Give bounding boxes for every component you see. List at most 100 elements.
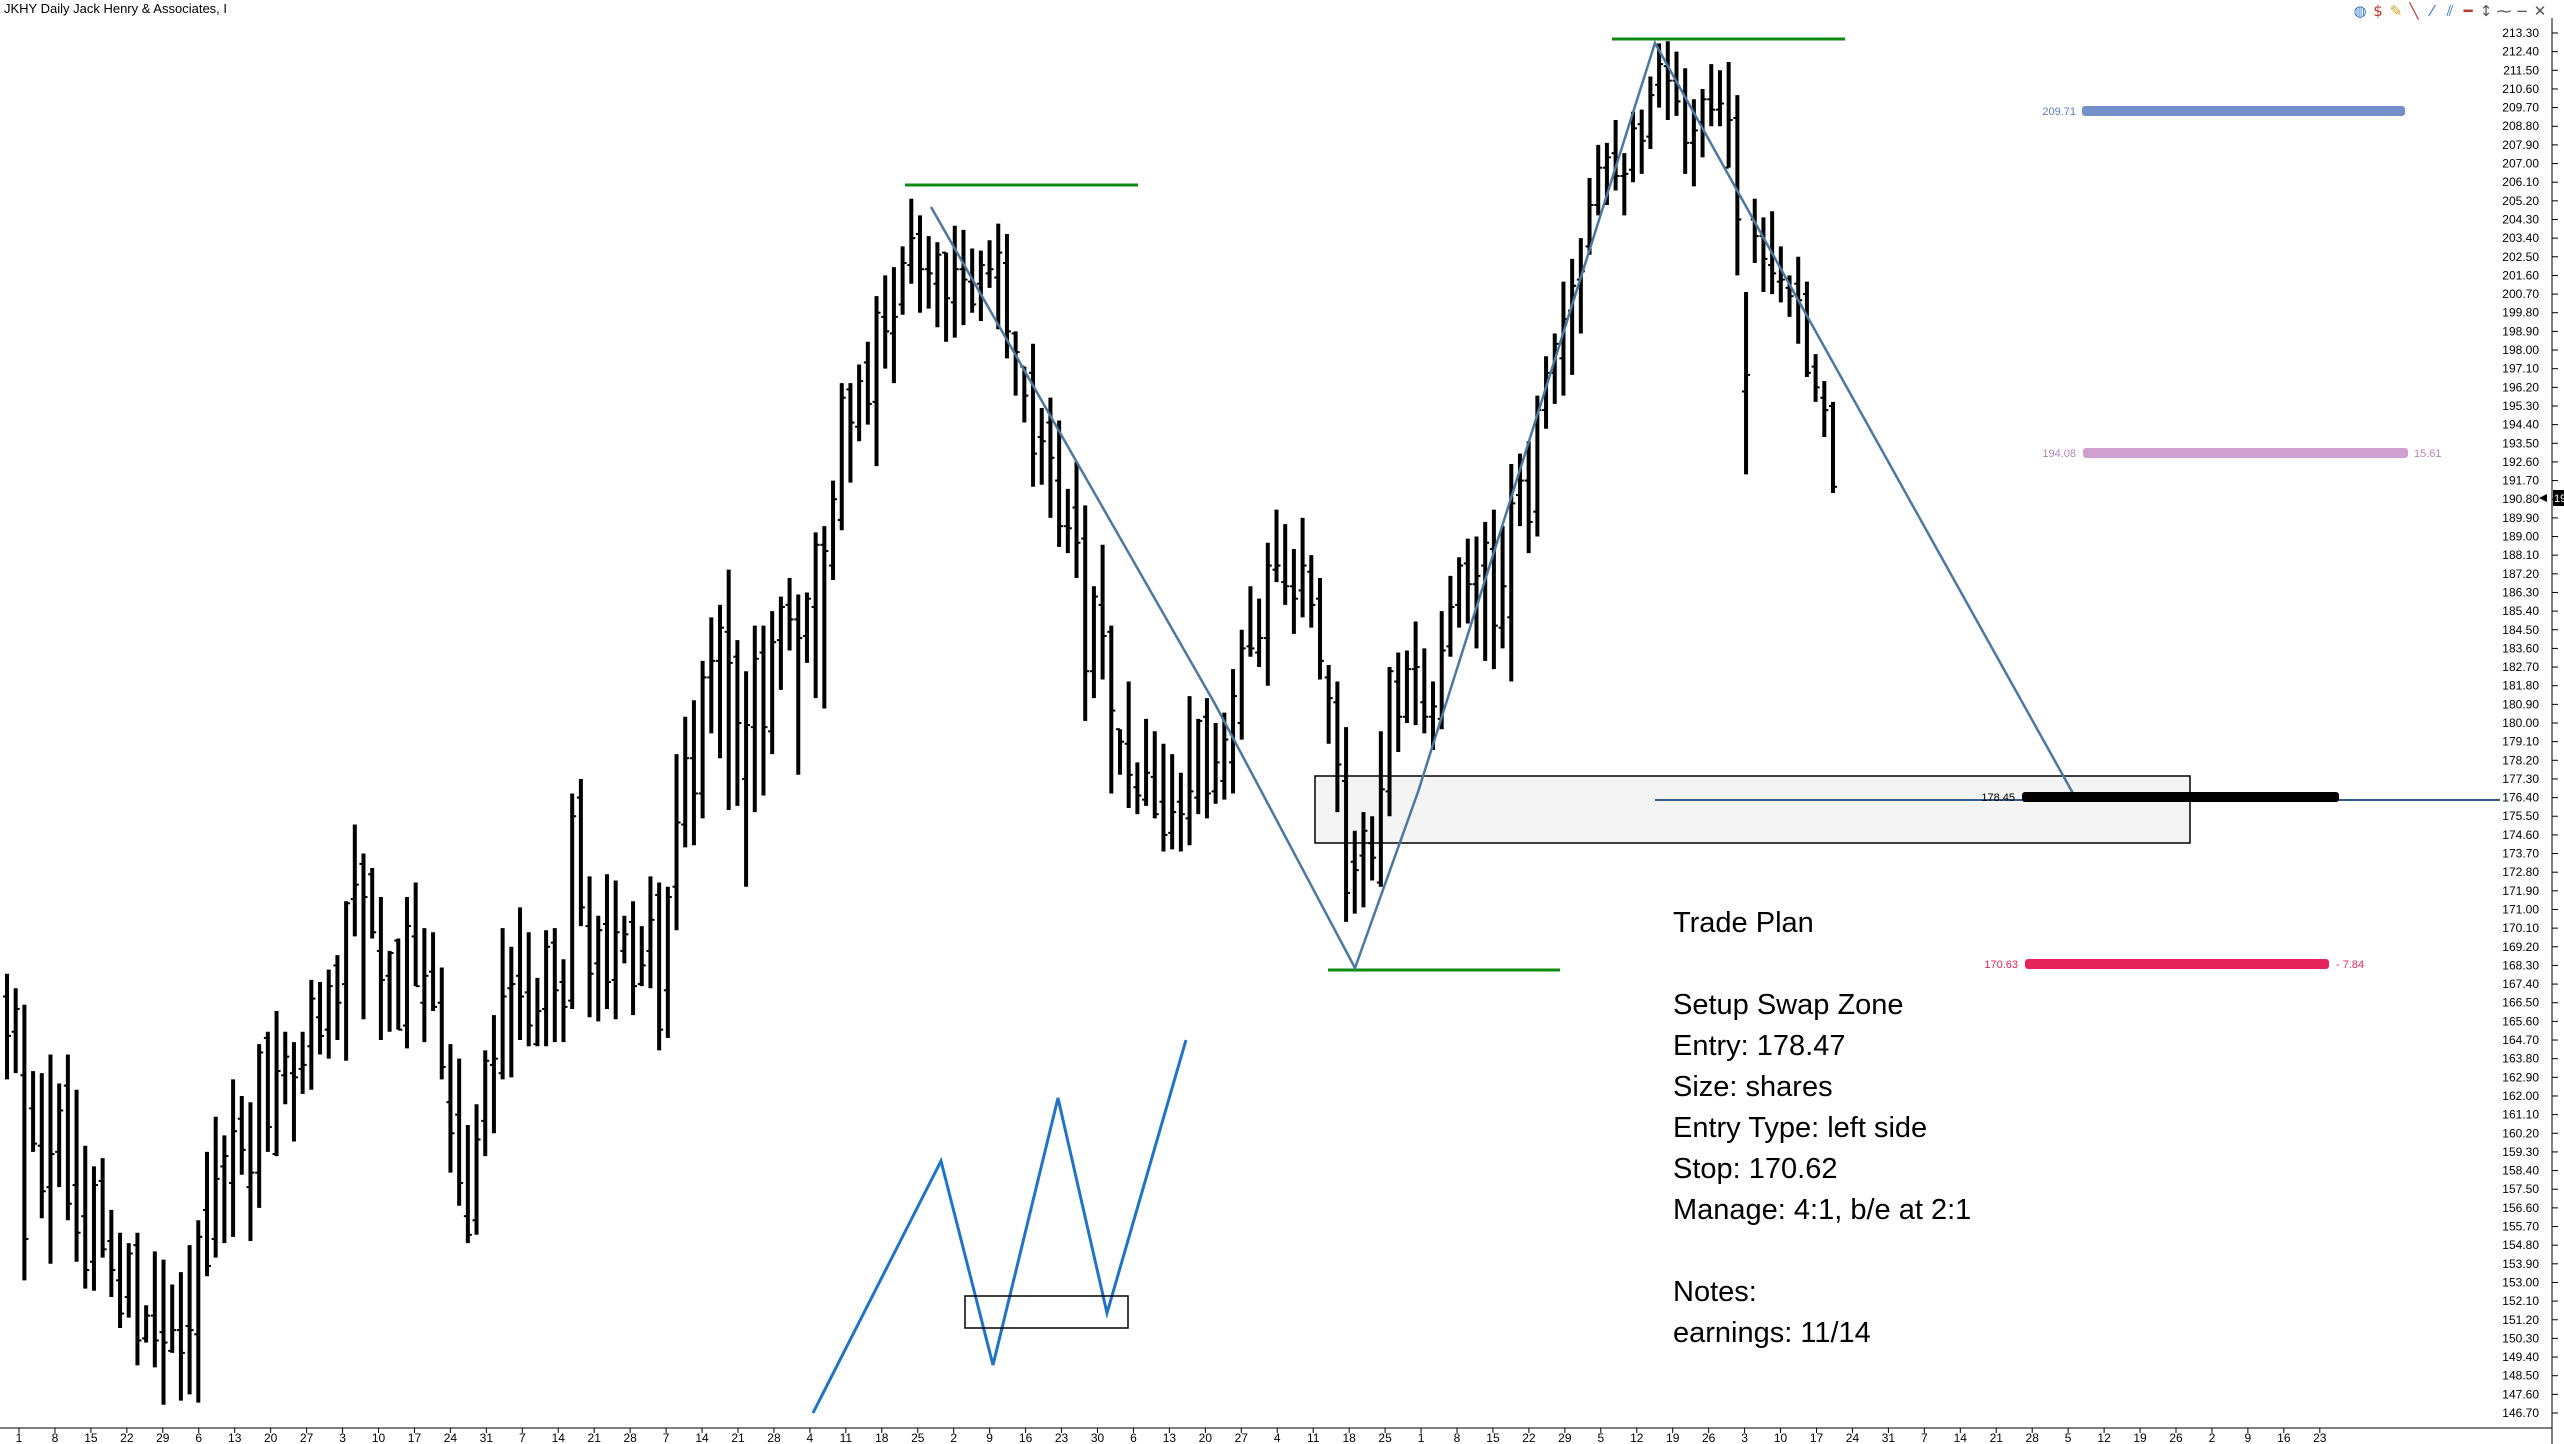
x-day-label: 12 xyxy=(2097,1431,2111,1444)
fib-icon[interactable]: ⁄ xyxy=(2428,2,2437,20)
chart-title: JKHY Daily Jack Henry & Associates, I xyxy=(4,1,227,16)
ohlc-bar xyxy=(898,246,907,315)
ohlc-bar xyxy=(681,716,690,848)
y-tick-label: 186.30 xyxy=(2502,585,2539,599)
ohlc-bar xyxy=(950,225,959,338)
y-tick-label: 181.80 xyxy=(2502,679,2539,693)
entry-price-label: 178.45 xyxy=(1981,792,2015,804)
x-day-label: 25 xyxy=(911,1431,925,1444)
x-day-label: 28 xyxy=(2026,1431,2040,1444)
minus-icon[interactable]: − xyxy=(2516,2,2529,20)
y-tick-label: 183.60 xyxy=(2502,641,2539,655)
stop-band[interactable] xyxy=(2025,959,2329,969)
ohlc-bar xyxy=(1063,488,1072,554)
ohlc-bar xyxy=(863,341,872,425)
y-tick-label: 173.70 xyxy=(2502,847,2539,861)
x-day-label: 2 xyxy=(950,1431,957,1444)
ohlc-bar xyxy=(759,625,768,796)
target-band[interactable] xyxy=(2082,106,2405,116)
x-day-label: 11 xyxy=(840,1431,853,1444)
ohlc-bar xyxy=(1298,517,1307,618)
x-day-label: 9 xyxy=(2245,1431,2252,1444)
last-price-label: 192.15 xyxy=(2554,493,2564,505)
x-day-label: 27 xyxy=(300,1431,314,1444)
ohlc-bar xyxy=(1098,544,1107,680)
ohlc-bar xyxy=(994,223,1003,330)
y-tick-label: 166.50 xyxy=(2502,996,2539,1010)
ohlc-bar xyxy=(1089,586,1098,699)
ohlc-bar xyxy=(1115,728,1124,775)
w-pattern-sketch[interactable] xyxy=(811,1039,1188,1414)
ohlc-bar xyxy=(1142,718,1151,806)
ohlc-bar xyxy=(976,250,985,322)
ohlc-bar xyxy=(733,640,742,806)
ohlc-bar xyxy=(1368,816,1377,881)
swap-zone-box[interactable] xyxy=(1314,775,2191,844)
channel-icon[interactable]: ⫽ xyxy=(2446,2,2454,20)
ohlc-bar xyxy=(63,1054,72,1221)
ohlc-bar xyxy=(1272,509,1281,583)
ohlc-bar xyxy=(1159,743,1168,852)
y-tick-label: 211.50 xyxy=(2503,63,2539,77)
ohlc-bar xyxy=(168,1284,177,1353)
x-day-label: 4 xyxy=(1274,1431,1281,1444)
x-day-label: 20 xyxy=(1199,1431,1213,1444)
y-tick-label: 180.90 xyxy=(2502,697,2539,711)
ohlc-bar xyxy=(316,982,325,1055)
x-day-label: 8 xyxy=(52,1431,59,1444)
y-tick-label: 162.90 xyxy=(2502,1070,2539,1084)
ohlc-bar xyxy=(689,700,698,846)
y-tick-label: 180.00 xyxy=(2502,716,2539,730)
x-day-label: 13 xyxy=(1163,1431,1177,1444)
ohlc-bar xyxy=(1124,681,1133,808)
pencil-icon[interactable]: ✎ xyxy=(2390,2,2403,20)
close-icon[interactable]: ✕ xyxy=(2534,2,2547,20)
ohlc-bar xyxy=(576,778,585,927)
ohlc-bar xyxy=(289,1042,298,1142)
y-tick-label: 160.20 xyxy=(2502,1126,2539,1140)
ohlc-bar xyxy=(1220,712,1229,800)
y-tick-label: 177.30 xyxy=(2502,772,2539,786)
mid-band[interactable] xyxy=(2083,448,2408,458)
zigzag-trendline[interactable] xyxy=(929,39,2077,972)
ohlc-bar xyxy=(1611,120,1620,191)
ohlc-bar xyxy=(1498,526,1507,649)
y-tick-label: 159.30 xyxy=(2502,1145,2539,1159)
ohlc-bar xyxy=(1229,669,1238,794)
y-tick-label: 172.80 xyxy=(2502,865,2539,879)
ohlc-bar xyxy=(481,1050,490,1157)
ohlc-bar xyxy=(550,928,559,1043)
hline-icon[interactable]: ━ xyxy=(2462,2,2473,20)
ohlc-bar xyxy=(1629,111,1638,183)
x-day-label: 18 xyxy=(1342,1431,1356,1444)
mid-price-right-label: 15.61 xyxy=(2414,448,2442,460)
globe-icon[interactable]: ◍ xyxy=(2353,2,2366,20)
y-tick-label: 174.60 xyxy=(2502,828,2539,842)
ohlc-bar xyxy=(150,1251,159,1368)
x-day-label: 12 xyxy=(1630,1431,1644,1444)
ohlc-bar xyxy=(707,617,716,734)
ohlc-bar xyxy=(837,383,846,531)
y-tick-label: 175.50 xyxy=(2502,809,2539,823)
dollar-icon[interactable]: $ xyxy=(2373,2,2383,20)
line-icon[interactable]: ╲ xyxy=(2408,2,2419,20)
ohlc-bar xyxy=(211,1116,220,1258)
y-tick-label: 150.30 xyxy=(2502,1331,2539,1345)
ohlc-bar xyxy=(46,1054,55,1264)
ohlc-bar xyxy=(1394,652,1403,753)
ohlc-bar xyxy=(411,882,420,988)
trend-icon[interactable]: ⁓ xyxy=(2497,2,2512,20)
arrow-up-icon[interactable]: ↕ xyxy=(2480,2,2493,20)
x-day-label: 11 xyxy=(1307,1431,1320,1444)
x-day-label: 4 xyxy=(807,1431,814,1444)
ohlc-bar xyxy=(89,1166,98,1291)
ohlc-bar xyxy=(98,1158,107,1258)
x-day-label: 3 xyxy=(339,1431,346,1444)
entry-band[interactable] xyxy=(2022,792,2339,802)
y-tick-label: 193.50 xyxy=(2502,436,2539,450)
ohlc-bar xyxy=(646,876,655,989)
x-axis: 1 8 15 22 29 6 13 20 27 3 10 17 24 31 7 14 21 28 7 14 21 28 4 1… xyxy=(16,1428,2327,1444)
ohlc-bar xyxy=(376,897,385,1041)
ohlc-bar xyxy=(559,959,568,1043)
